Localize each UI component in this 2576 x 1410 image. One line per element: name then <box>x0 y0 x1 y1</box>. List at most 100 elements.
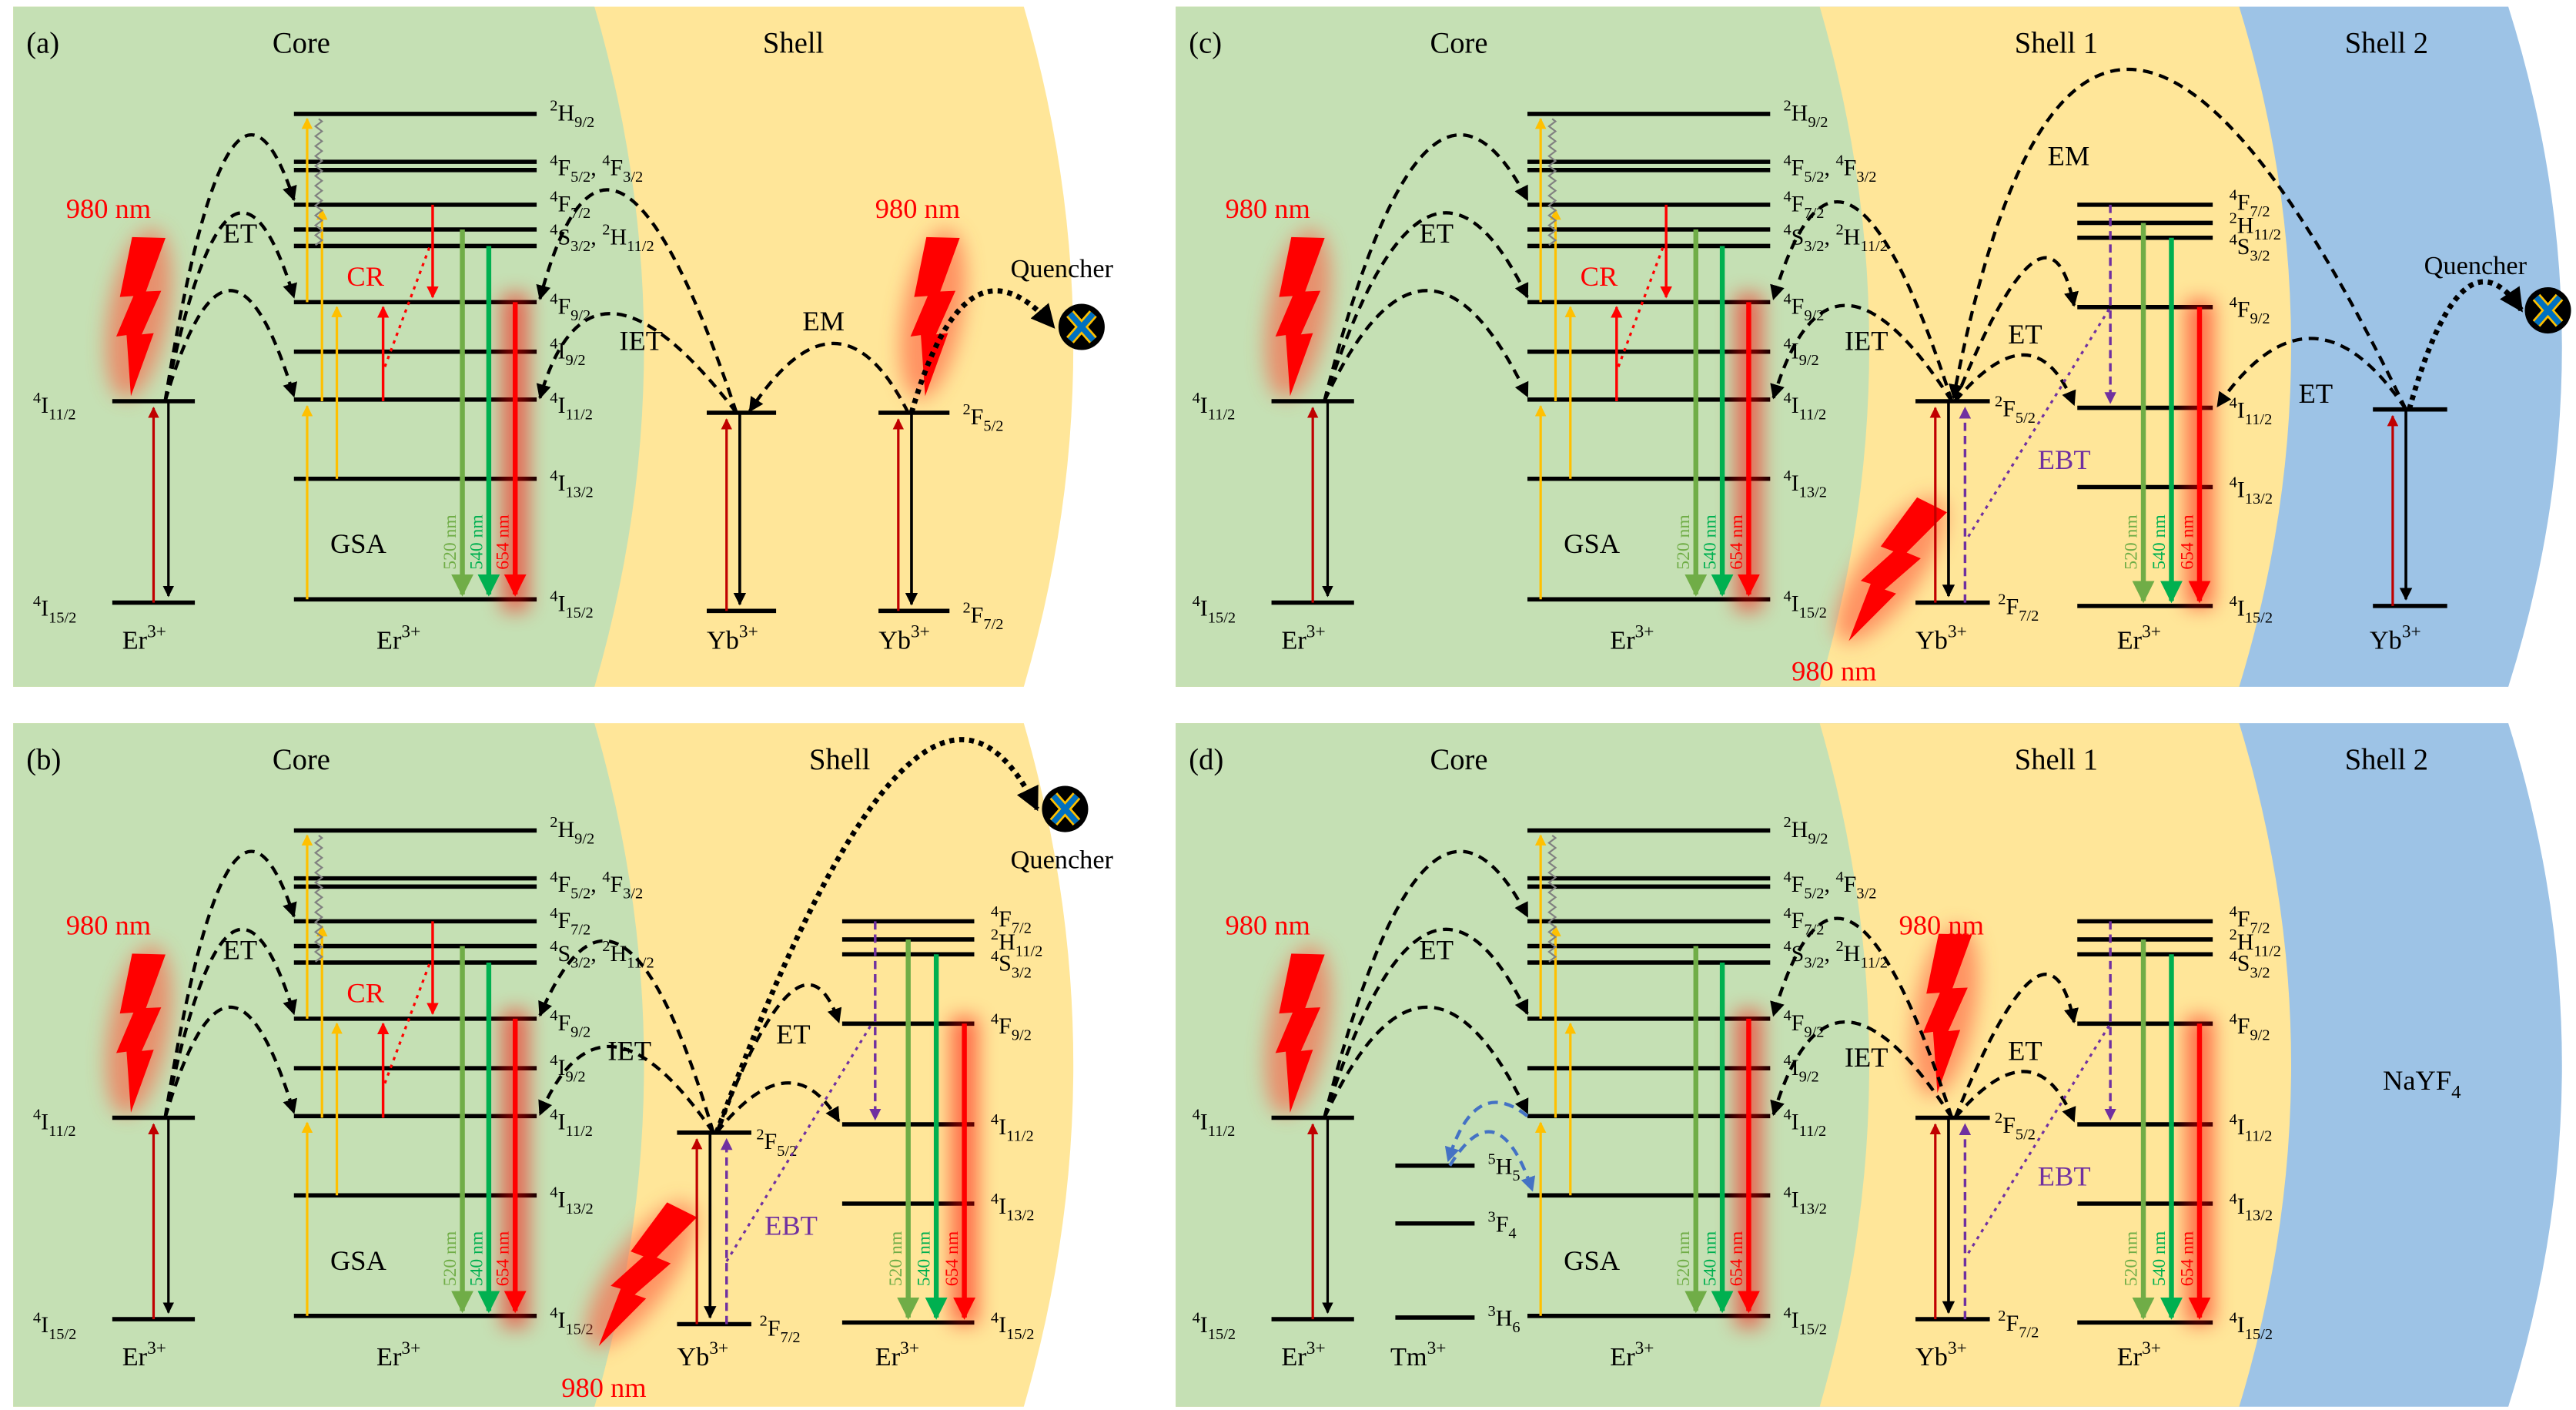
ebt-label: EBT <box>764 1211 818 1241</box>
energy-level-label: 4I9/2 <box>1783 335 1818 368</box>
ion-label: Yb3+ <box>707 622 758 655</box>
energy-level-label: 4F7/2 <box>550 905 590 938</box>
region-label-shell1: Shell 1 <box>2015 744 2098 776</box>
ion-label: Er3+ <box>1281 622 1325 655</box>
panel-label: (c) <box>1189 28 1222 60</box>
energy-level-label: 4F9/2 <box>1783 1007 1824 1040</box>
energy-transfer-curve <box>538 939 715 1134</box>
excitation-wavelength-label: 980 nm <box>875 193 960 224</box>
energy-transfer-curve <box>163 289 298 402</box>
energy-level-label: 4I9/2 <box>1783 1052 1818 1085</box>
excitation-wavelength-label: 980 nm <box>1899 910 1984 941</box>
cr-label: CR <box>346 977 384 1008</box>
energy-level-label: 4F5/2, 4F3/2 <box>1783 152 1876 185</box>
ion-label: Er3+ <box>875 1338 919 1371</box>
energy-level-label: 4I11/2 <box>33 1107 76 1140</box>
energy-level-label: 4I9/2 <box>550 335 585 368</box>
et-label: ET <box>2008 1035 2042 1066</box>
region-label-core: Core <box>1430 28 1487 60</box>
energy-transfer-curve <box>748 342 910 414</box>
ion-label: Yb3+ <box>878 622 930 655</box>
energy-level-label: 4I11/2 <box>1193 390 1236 423</box>
iet-label: IET <box>607 1035 651 1066</box>
transition-arrow <box>382 247 431 372</box>
et-label: ET <box>2008 319 2042 350</box>
em-label: EM <box>802 306 845 337</box>
energy-level-label: 3H6 <box>1488 1303 1521 1336</box>
emission-wavelength-label: 520 nm <box>1674 514 1694 569</box>
ion-label: Er3+ <box>1281 1338 1325 1371</box>
energy-transfer-curve <box>1323 849 1529 1119</box>
energy-level-label: 2F7/2 <box>1998 591 2039 625</box>
emission-wavelength-label: 520 nm <box>2121 514 2141 569</box>
energy-level-label: 4F5/2, 4F3/2 <box>550 152 643 185</box>
energy-level-label: 2F5/2 <box>962 401 1003 434</box>
excitation-wavelength-label: 980 nm <box>1791 655 1876 686</box>
energy-level-label: 4F9/2 <box>1783 291 1824 324</box>
energy-transfer-curve <box>163 849 297 1118</box>
energy-transfer-curve <box>1770 303 1954 403</box>
energy-level-label: 2H9/2 <box>1783 98 1828 131</box>
lightning-bolt-icon <box>1275 953 1325 1113</box>
transition-arrow <box>382 963 431 1089</box>
ion-label: Er3+ <box>1610 622 1654 655</box>
gsa-label: GSA <box>1564 528 1621 559</box>
energy-level-label: 4F9/2 <box>991 1010 1032 1043</box>
energy-transfer-curve <box>1448 1130 1536 1192</box>
et-label: ET <box>223 935 258 966</box>
energy-transfer-curve <box>1953 973 2079 1119</box>
ion-label: Yb3+ <box>1915 1338 1967 1371</box>
nonradiative-relaxation <box>313 118 324 246</box>
emission-wavelength-label: 540 nm <box>467 1231 487 1286</box>
energy-level-label: 4F5/2, 4F3/2 <box>1783 869 1876 902</box>
ebt-label: EBT <box>2038 444 2091 475</box>
ion-label: Er3+ <box>2117 1338 2161 1371</box>
emission-wavelength-label: 540 nm <box>1701 1231 1721 1286</box>
nonradiative-relaxation <box>1547 118 1557 246</box>
energy-level-label: 4S3/2 <box>2230 948 2270 981</box>
lightning-bolt-icon <box>1922 933 1972 1094</box>
quencher-label: Quencher <box>1011 846 1114 875</box>
panel-label: (d) <box>1189 744 1223 776</box>
energy-level-label: 4I13/2 <box>2230 474 2273 507</box>
energy-transfer-curve <box>2216 337 2407 410</box>
et-label: ET <box>1420 935 1454 966</box>
panel-label: (a) <box>26 28 59 60</box>
et-label: ET <box>2299 378 2333 409</box>
emission-wavelength-label: 540 nm <box>1701 514 1721 569</box>
energy-level-label: 4S3/2, 2H11/2 <box>1783 221 1887 254</box>
energy-level-label: 4F7/2 <box>991 903 1032 936</box>
energy-transfer-curve <box>1323 1005 1529 1119</box>
emission-wavelength-label: 520 nm <box>1674 1231 1694 1286</box>
ion-label: Yb3+ <box>1915 622 1967 655</box>
et-label: ET <box>776 1019 811 1050</box>
ion-label: Er3+ <box>376 622 420 655</box>
energy-level-label: 4I11/2 <box>33 390 76 423</box>
quencher-x-icon <box>1068 311 1096 343</box>
emission-wavelength-label: 520 nm <box>440 514 460 569</box>
energy-level-label: 2H9/2 <box>550 814 594 847</box>
energy-level-label: 4F7/2 <box>2230 186 2270 219</box>
excitation-wavelength-label: 980 nm <box>66 193 151 224</box>
energy-level-label: 4S3/2, 2H11/2 <box>550 221 654 254</box>
excitation-wavelength-label: 980 nm <box>561 1372 646 1403</box>
energy-level-label: 4I15/2 <box>33 1309 76 1342</box>
energy-level-label: 4I15/2 <box>991 1309 1034 1342</box>
excitation-wavelength-label: 980 nm <box>1225 193 1310 224</box>
energy-transfer-curve <box>536 188 738 414</box>
energy-transfer-curve <box>536 312 738 414</box>
quencher-label: Quencher <box>1011 254 1114 283</box>
transition-arrow <box>1615 247 1664 372</box>
energy-transfer-curve <box>163 1005 298 1119</box>
lightning-bolt-icon <box>115 236 166 397</box>
energy-level-label: 4I11/2 <box>550 390 593 423</box>
energy-level-label: 2F7/2 <box>962 599 1003 632</box>
energy-transfer-curve <box>1323 211 1529 402</box>
energy-level-label: 4I13/2 <box>550 1184 593 1217</box>
emission-wavelength-label: 540 nm <box>2149 514 2170 569</box>
energy-level-label: 4I11/2 <box>991 1111 1034 1144</box>
energy-transfer-curve <box>1949 67 2408 410</box>
region-label-shell2: Shell 2 <box>2345 744 2428 776</box>
ion-label: Yb3+ <box>677 1338 728 1371</box>
region-label-core: Core <box>1430 744 1487 776</box>
